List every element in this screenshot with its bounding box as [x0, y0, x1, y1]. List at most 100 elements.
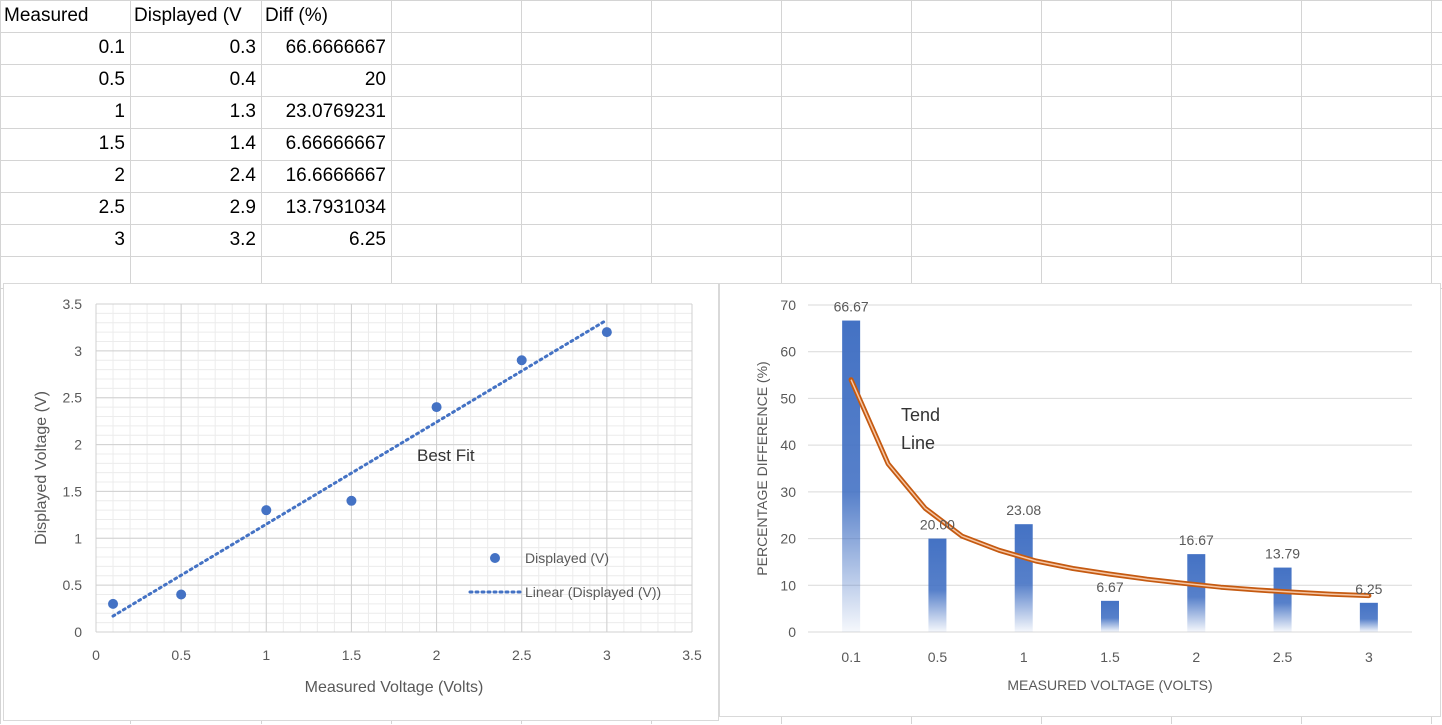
- grid-row-line: [0, 224, 1442, 225]
- x-tick-label: 2: [1192, 649, 1200, 665]
- trend-line-annotation: Tend: [901, 405, 940, 425]
- legend-label-displayed: Displayed (V): [525, 550, 609, 566]
- x-tick-label: 1.5: [342, 647, 362, 663]
- y-tick-label: 30: [780, 484, 796, 500]
- bar: [928, 538, 947, 632]
- y-tick-label: 50: [780, 390, 796, 406]
- bar: [1014, 524, 1033, 632]
- trend-line-annotation: Line: [901, 433, 935, 453]
- header-cell[interactable]: Diff (%): [265, 5, 328, 26]
- grid-column-line: [0, 0, 1, 724]
- data-cell[interactable]: 1.3: [229, 101, 256, 122]
- x-tick-label: 0.1: [841, 649, 861, 665]
- data-point: [516, 355, 527, 366]
- header-cell[interactable]: Measured: [4, 5, 89, 26]
- data-label: 6.25: [1355, 581, 1382, 597]
- data-label: 23.08: [1006, 502, 1041, 518]
- bar: [1273, 567, 1292, 632]
- scatter-chart-svg: 0 0.5 1 1.5 2 2.5 3 3.5 0 0.5 1 1.5 2 2.5 3 3.5 Measured…: [33, 296, 702, 696]
- x-tick-label: 0: [92, 647, 100, 663]
- scatter-chart[interactable]: 0 0.5 1 1.5 2 2.5 3 3.5 0 0.5 1 1.5 2 2.5 3 3.5 Measured…: [3, 283, 719, 721]
- data-cell[interactable]: 6.25: [349, 229, 386, 250]
- data-cell[interactable]: 23.0769231: [285, 101, 386, 122]
- grid-row-line: [0, 64, 1442, 65]
- bar: [842, 320, 861, 632]
- data-label: 13.79: [1265, 546, 1300, 562]
- y-tick-label: 1: [74, 530, 82, 546]
- data-cell[interactable]: 2: [114, 165, 125, 186]
- data-cell[interactable]: 13.7931034: [285, 197, 386, 218]
- data-cell[interactable]: 1.4: [229, 133, 256, 154]
- legend-marker-displayed: [490, 553, 500, 563]
- grid-row-line: [0, 256, 1442, 257]
- data-point: [261, 505, 272, 516]
- y-tick-label: 40: [780, 437, 796, 453]
- x-axis-title: Measured Voltage (Volts): [305, 679, 484, 696]
- legend-label-linear: Linear (Displayed (V)): [525, 584, 661, 600]
- x-tick-label: 1: [1020, 649, 1028, 665]
- data-cell[interactable]: 3: [114, 229, 125, 250]
- y-tick-label: 3.5: [63, 296, 83, 312]
- data-point: [176, 589, 187, 600]
- trendline: [111, 318, 609, 618]
- x-tick-label: 3: [603, 647, 611, 663]
- y-tick-label: 70: [780, 297, 796, 313]
- data-cell[interactable]: 0.1: [98, 37, 125, 58]
- data-point: [346, 495, 357, 506]
- data-cell[interactable]: 3.2: [229, 229, 256, 250]
- best-fit-annotation: Best Fit: [417, 446, 475, 465]
- y-tick-label: 2: [74, 437, 82, 453]
- x-tick-label: 3: [1365, 649, 1373, 665]
- x-tick-label: 2: [433, 647, 441, 663]
- data-cell[interactable]: 0.3: [229, 37, 256, 58]
- x-tick-label: 1.5: [1100, 649, 1120, 665]
- bar: [1359, 602, 1378, 632]
- header-cell[interactable]: Displayed (V: [134, 5, 242, 26]
- data-point: [108, 598, 119, 609]
- data-cell[interactable]: 2.9: [229, 197, 256, 218]
- data-cell[interactable]: 0.4: [229, 69, 256, 90]
- x-axis-title: MEASURED VOLTAGE (VOLTS): [1007, 677, 1212, 693]
- x-tick-label: 0.5: [171, 647, 191, 663]
- x-tick-label: 2.5: [1273, 649, 1293, 665]
- grid-row-line: [0, 0, 1442, 1]
- x-tick-label: 0.5: [928, 649, 948, 665]
- data-label: 20.00: [920, 517, 955, 533]
- grid-row-line: [0, 32, 1442, 33]
- y-axis-title: PERCENTAGE DIFFERENCE (%): [754, 361, 770, 575]
- y-tick-label: 0: [74, 624, 82, 640]
- trend-curve-inner: [850, 379, 1369, 597]
- bar: [1101, 600, 1119, 632]
- bar: [1187, 554, 1206, 632]
- data-cell[interactable]: 16.6666667: [285, 165, 386, 186]
- x-tick-label: 2.5: [512, 647, 532, 663]
- grid-row-line: [0, 192, 1442, 193]
- data-label: 66.67: [834, 299, 869, 315]
- y-tick-label: 2.5: [63, 390, 83, 406]
- x-tick-label: 3.5: [682, 647, 702, 663]
- y-tick-label: 0: [788, 624, 796, 640]
- data-label: 6.67: [1096, 579, 1123, 595]
- bar-chart-svg: 0 10 20 30 40 50 60 70 0.1 0.5 1 1.5 2 2.5 3 66.67 20.00…: [754, 297, 1412, 693]
- y-axis-title: Displayed Voltage (V): [33, 391, 50, 545]
- data-label: 16.67: [1179, 532, 1214, 548]
- grid-row-line: [0, 160, 1442, 161]
- data-cell[interactable]: 1: [114, 101, 125, 122]
- data-cell[interactable]: 6.66666667: [285, 133, 386, 154]
- data-cell[interactable]: 1.5: [98, 133, 125, 154]
- y-tick-label: 10: [780, 577, 796, 593]
- data-cell[interactable]: 20: [364, 69, 386, 90]
- x-tick-label: 1: [262, 647, 270, 663]
- data-cell[interactable]: 66.6666667: [285, 37, 386, 58]
- y-tick-label: 0.5: [63, 577, 83, 593]
- y-tick-label: 60: [780, 344, 796, 360]
- grid-row-line: [0, 128, 1442, 129]
- y-tick-label: 20: [780, 531, 796, 547]
- bar-chart[interactable]: 0 10 20 30 40 50 60 70 0.1 0.5 1 1.5 2 2.5 3 66.67 20.00…: [719, 283, 1441, 717]
- data-point: [431, 402, 442, 413]
- data-cell[interactable]: 0.5: [98, 69, 125, 90]
- data-cell[interactable]: 2.4: [229, 165, 256, 186]
- data-cell[interactable]: 2.5: [98, 197, 125, 218]
- y-tick-label: 1.5: [63, 483, 83, 499]
